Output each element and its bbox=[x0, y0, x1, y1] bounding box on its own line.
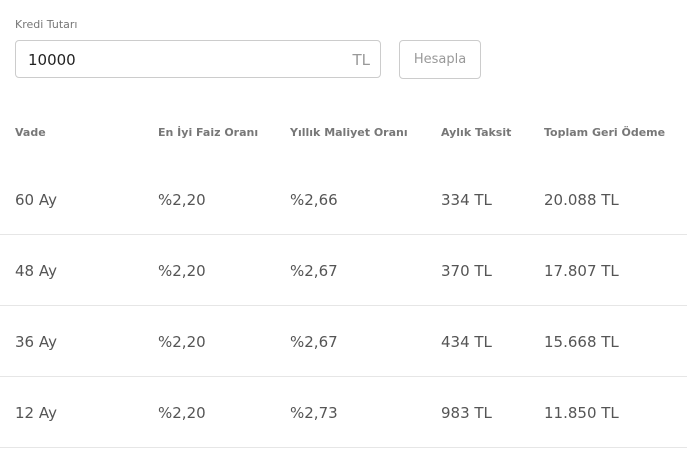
table-cell: 334 TL bbox=[441, 191, 492, 209]
table-cell: 36 Ay bbox=[15, 333, 57, 351]
column-header: En İyi Faiz Oranı bbox=[158, 126, 259, 139]
table-cell: %2,73 bbox=[290, 404, 338, 422]
loan-amount-field[interactable]: TL bbox=[15, 40, 381, 78]
column-header: Aylık Taksit bbox=[441, 126, 512, 139]
table-cell: %2,20 bbox=[158, 262, 206, 280]
table-cell: 60 Ay bbox=[15, 191, 57, 209]
table-cell: 983 TL bbox=[441, 404, 492, 422]
table-cell: 434 TL bbox=[441, 333, 492, 351]
table-cell: 20.088 TL bbox=[544, 191, 619, 209]
currency-unit: TL bbox=[352, 51, 370, 69]
table-cell: 48 Ay bbox=[15, 262, 57, 280]
table-cell: 11.850 TL bbox=[544, 404, 619, 422]
table-cell: 17.807 TL bbox=[544, 262, 619, 280]
table-row: 48 Ay %2,20 %2,67 370 TL 17.807 TL bbox=[0, 234, 687, 306]
calculate-button[interactable]: Hesapla bbox=[399, 40, 481, 79]
column-header: Yıllık Maliyet Oranı bbox=[290, 126, 408, 139]
column-header: Toplam Geri Ödeme bbox=[544, 126, 666, 139]
table-cell: %2,67 bbox=[290, 262, 338, 280]
table-cell: %2,67 bbox=[290, 333, 338, 351]
table-cell: %2,20 bbox=[158, 191, 206, 209]
table-row: 12 Ay %2,20 %2,73 983 TL 11.850 TL bbox=[0, 376, 687, 448]
table-cell: 12 Ay bbox=[15, 404, 57, 422]
table-row: 60 Ay %2,20 %2,66 334 TL 20.088 TL bbox=[0, 163, 687, 235]
table-cell: 15.668 TL bbox=[544, 333, 619, 351]
table-cell: %2,20 bbox=[158, 333, 206, 351]
loan-amount-label: Kredi Tutarı bbox=[15, 18, 78, 31]
table-cell: 370 TL bbox=[441, 262, 492, 280]
table-cell: %2,20 bbox=[158, 404, 206, 422]
loan-amount-input[interactable] bbox=[26, 50, 330, 70]
table-row: 36 Ay %2,20 %2,67 434 TL 15.668 TL bbox=[0, 305, 687, 377]
column-header: Vade bbox=[15, 126, 46, 139]
table-cell: %2,66 bbox=[290, 191, 338, 209]
